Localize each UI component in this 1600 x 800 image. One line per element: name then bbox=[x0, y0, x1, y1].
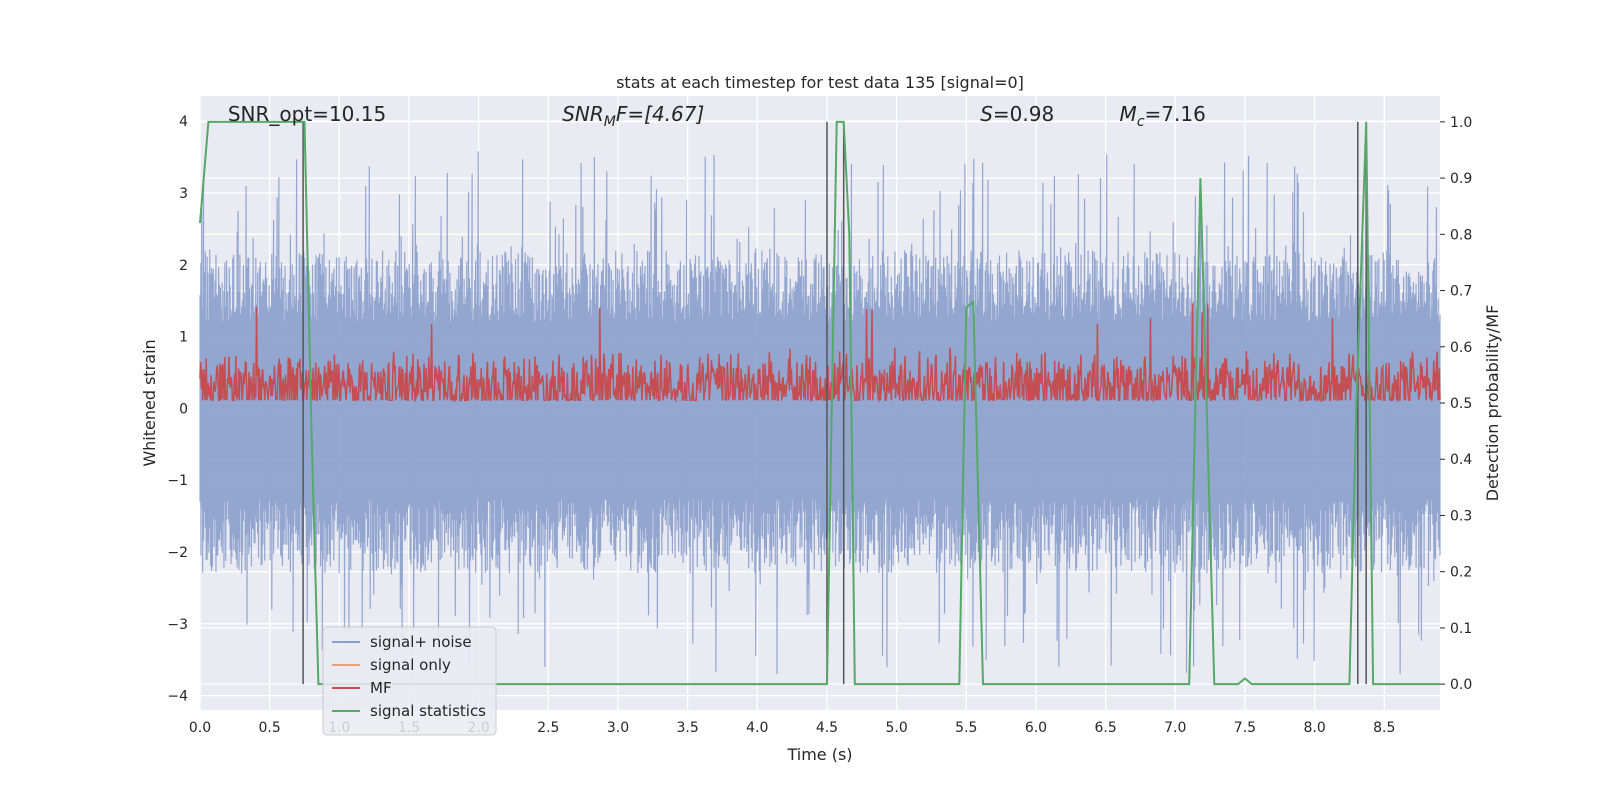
x-tick-label-16: 8.0 bbox=[1303, 720, 1325, 736]
legend-label-3: signal statistics bbox=[370, 702, 486, 720]
x-tick-label-5: 2.5 bbox=[537, 720, 559, 736]
annotations: SNR_opt=10.15 SNRMF=[4.67] S=0.98 Mc=7.16 bbox=[228, 102, 1206, 130]
x-tick-label-0: 0.0 bbox=[189, 720, 211, 736]
y-tick-label-2: −2 bbox=[167, 545, 188, 561]
signal-statistics-line bbox=[199, 120, 1440, 686]
y-right-tick-label-4: 0.4 bbox=[1450, 452, 1472, 468]
x-tick-label-10: 5.0 bbox=[885, 720, 907, 736]
x-tick-label-17: 8.5 bbox=[1373, 720, 1395, 736]
y-right-tick-label-7: 0.7 bbox=[1450, 284, 1472, 300]
series-signal-statistics bbox=[199, 120, 1440, 686]
annotation-0: SNR_opt=10.15 bbox=[228, 102, 386, 126]
legend-label-2: MF bbox=[370, 679, 392, 697]
y-right-tick-label-8: 0.8 bbox=[1450, 227, 1472, 243]
y-tick-label-0: −4 bbox=[167, 689, 188, 705]
x-tick-label-1: 0.5 bbox=[259, 720, 281, 736]
x-tick-label-8: 4.0 bbox=[746, 720, 768, 736]
x-tick-label-14: 7.0 bbox=[1164, 720, 1186, 736]
y-tick-label-1: −3 bbox=[167, 617, 188, 633]
y-right-tick-label-9: 0.9 bbox=[1450, 171, 1472, 187]
y-right-tick-label-1: 0.1 bbox=[1450, 621, 1472, 637]
y-axis-right-label: Detection probability/MF bbox=[1483, 305, 1502, 502]
x-tick-label-6: 3.0 bbox=[607, 720, 629, 736]
chart-title: stats at each timestep for test data 135… bbox=[616, 73, 1024, 92]
annotation-2: S=0.98 bbox=[980, 102, 1054, 126]
x-tick-label-12: 6.0 bbox=[1025, 720, 1047, 736]
y-right-tick-label-0: 0.0 bbox=[1450, 677, 1472, 693]
series-mf bbox=[199, 303, 1441, 404]
y-tick-label-8: 4 bbox=[179, 114, 188, 130]
x-tick-label-9: 4.5 bbox=[816, 720, 838, 736]
ticks: 0.00.51.01.52.02.53.03.54.04.55.05.56.06… bbox=[167, 114, 1472, 736]
vertical-lines bbox=[302, 121, 1367, 685]
y-right-tick-label-3: 0.3 bbox=[1450, 508, 1472, 524]
legend-label-0: signal+ noise bbox=[370, 633, 472, 651]
x-axis-label: Time (s) bbox=[786, 745, 852, 764]
x-tick-label-7: 3.5 bbox=[677, 720, 699, 736]
y-tick-label-5: 1 bbox=[179, 330, 188, 346]
legend-label-1: signal only bbox=[370, 656, 451, 674]
y-right-tick-label-10: 1.0 bbox=[1450, 115, 1472, 131]
x-tick-label-13: 6.5 bbox=[1094, 720, 1116, 736]
annotation-1: SNRMF=[4.67] bbox=[562, 102, 704, 130]
annotation-3: Mc=7.16 bbox=[1120, 102, 1206, 130]
y-tick-label-6: 2 bbox=[179, 258, 188, 274]
y-axis-label: Whitened strain bbox=[140, 339, 159, 466]
y-right-tick-label-6: 0.6 bbox=[1450, 340, 1472, 356]
x-tick-label-11: 5.5 bbox=[955, 720, 977, 736]
mf-line bbox=[199, 303, 1441, 404]
y-right-tick-label-5: 0.5 bbox=[1450, 396, 1472, 412]
x-tick-label-15: 7.5 bbox=[1234, 720, 1256, 736]
y-tick-label-4: 0 bbox=[179, 401, 188, 417]
y-right-tick-label-2: 0.2 bbox=[1450, 565, 1472, 581]
legend-box bbox=[322, 626, 497, 736]
y-tick-label-7: 3 bbox=[179, 186, 188, 202]
legend: signal+ noise signal only MF signal statist… bbox=[322, 626, 497, 736]
y-tick-label-3: −1 bbox=[167, 473, 188, 489]
